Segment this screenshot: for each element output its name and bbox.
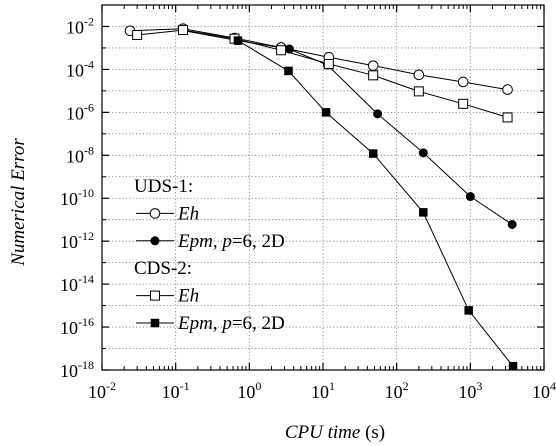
- grid-lines: [102, 5, 544, 371]
- data-point: [413, 69, 425, 81]
- x-axis-ticks: 10-2 10-1 100 101 102 103 104: [88, 5, 556, 402]
- legend-entry: Eh: [136, 203, 199, 224]
- data-point: [502, 112, 513, 123]
- data-point: [321, 108, 331, 117]
- legend-label: Eh: [177, 203, 199, 224]
- x-tick-label: 101: [311, 379, 335, 402]
- data-point: [132, 30, 143, 41]
- y-tick-label: 10-10: [60, 186, 94, 209]
- y-tick-label: 10-12: [60, 229, 94, 252]
- legend-marker: [150, 236, 160, 246]
- legend-marker: [150, 318, 160, 328]
- data-point: [367, 60, 379, 71]
- y-tick-label: 10-16: [60, 315, 94, 338]
- data-point: [457, 76, 469, 88]
- x-axis-title-italic: CPU time: [285, 422, 360, 443]
- data-point: [233, 36, 243, 45]
- data-point: [413, 86, 424, 97]
- legend: UDS-1: Eh Epm, p=6, 2D CDS-2: Eh Epm, p=6, 2D: [134, 176, 285, 334]
- y-tick-label: 10-6: [66, 100, 94, 123]
- x-tick-label: 10-1: [162, 379, 190, 402]
- legend-label: Epm, p=6, 2D: [177, 231, 285, 252]
- data-point: [276, 45, 287, 56]
- x-tick-label: 100: [237, 379, 261, 402]
- legend-marker: [150, 290, 160, 301]
- y-tick-label: 10-18: [60, 358, 94, 381]
- legend-entry: Epm, p=6, 2D: [136, 313, 285, 334]
- y-tick-label: 10-14: [60, 272, 94, 295]
- legend-entry: Epm, p=6, 2D: [136, 231, 285, 252]
- series-layer: [124, 23, 518, 371]
- data-point: [502, 84, 513, 95]
- legend-entry: Eh: [136, 286, 199, 307]
- data-point: [368, 70, 379, 81]
- x-tick-label: 103: [458, 379, 482, 402]
- legend-label: Epm, p=6, 2D: [177, 313, 285, 334]
- series-4: [233, 36, 518, 371]
- data-point: [368, 149, 378, 158]
- data-point: [464, 306, 473, 315]
- legend-group-header: UDS-1:: [134, 176, 193, 197]
- data-point: [284, 66, 293, 76]
- legend-group-header: CDS-2:: [134, 258, 192, 279]
- y-axis-title: Numerical Error: [8, 138, 29, 267]
- legend-marker: [149, 208, 161, 219]
- x-tick-label: 10-2: [88, 379, 116, 402]
- data-point: [508, 361, 518, 371]
- data-point: [458, 98, 469, 109]
- y-tick-label: 10-8: [66, 143, 94, 166]
- data-point: [178, 25, 189, 36]
- y-axis-ticks: 10-2 10-4 10-6 10-8 10-10 10-12 10-14 10-16 10-1…: [60, 14, 544, 381]
- x-tick-label: 102: [385, 379, 409, 402]
- data-point: [323, 58, 334, 69]
- x-axis-title-unit: (s): [360, 422, 385, 443]
- y-tick-label: 10-2: [66, 14, 94, 37]
- legend-label: Eh: [177, 286, 199, 307]
- data-point: [419, 208, 428, 217]
- x-tick-label: 104: [532, 379, 556, 402]
- data-point: [373, 109, 383, 119]
- x-axis-title: CPU time (s): [285, 422, 385, 443]
- y-tick-label: 10-4: [66, 57, 94, 80]
- data-point: [465, 192, 475, 202]
- data-point: [418, 148, 428, 158]
- data-point: [507, 219, 517, 229]
